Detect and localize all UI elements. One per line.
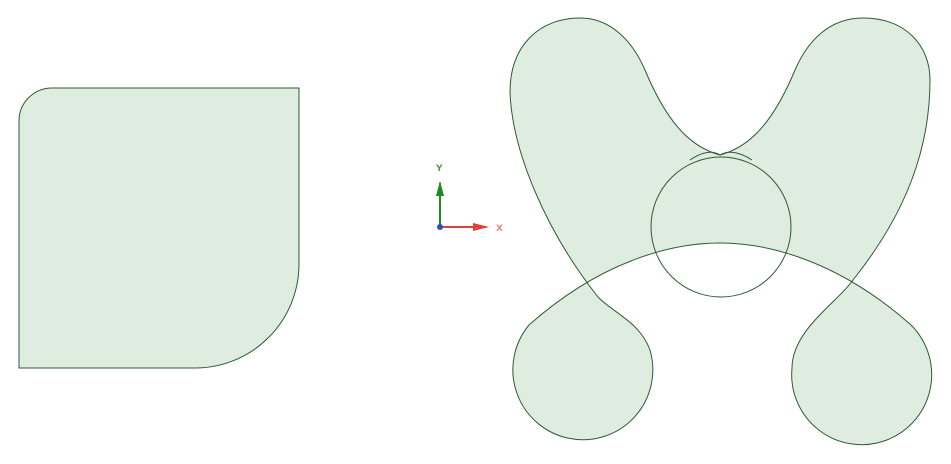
- organic-blob-profile[interactable]: [509, 17, 933, 446]
- center-neck-curve: [689, 151, 753, 161]
- axis-triad: Y X: [435, 164, 503, 234]
- rounded-square-profile[interactable]: [18, 87, 300, 369]
- x-axis-arrowhead: [473, 223, 489, 231]
- y-axis-label: Y: [435, 164, 443, 174]
- y-axis-arrowhead: [436, 181, 444, 196]
- x-axis-label: X: [496, 224, 503, 234]
- origin-point: [437, 224, 443, 230]
- center-circle-profile[interactable]: [650, 156, 792, 298]
